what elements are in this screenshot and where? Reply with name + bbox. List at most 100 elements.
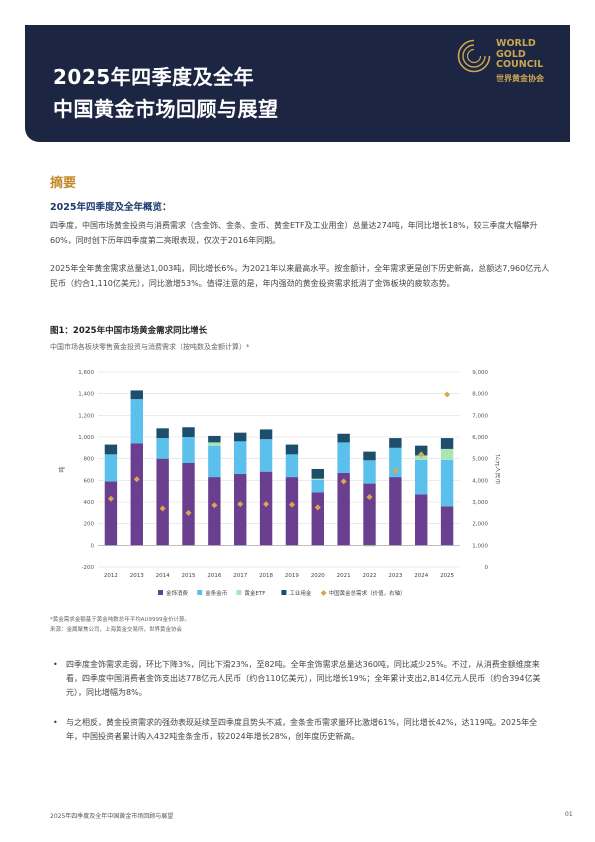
bar-segment [415,494,428,546]
legend-marker [320,590,327,596]
y2-tick-label: 0 [485,565,489,571]
bar-segment [440,506,454,546]
y-tick-label: 600 [84,478,95,484]
bar-segment [285,477,299,546]
bar-segment [182,437,195,463]
figure-source: 来源：金属聚焦公司，上海黄金交易所，世界黄金协会 [50,627,183,633]
bar-segment [259,471,273,546]
bullet-dot-icon: • [53,718,58,727]
bar-segment [259,439,273,472]
bar-segment [440,438,454,449]
value-marker [263,501,270,508]
y-tick-label: 1,200 [78,413,94,419]
y2-tick-label: 9,000 [472,370,488,376]
wgc-logo-text: WORLD GOLD COUNCIL [496,38,544,70]
bar-segment [104,481,118,546]
bar-segment [130,443,143,546]
bar-segment [337,472,350,546]
report-title-line1: 2025年四季度及全年 [53,65,255,89]
value-marker [159,505,166,512]
bar-segment [311,492,324,546]
bar-segment [311,479,324,493]
bar-segment [208,435,221,443]
figure-subtitle: 中国市场各板块零售黄金投资与消费需求（按吨数及金额计算）* [50,343,250,351]
x-tick-label: 2022 [363,573,377,579]
bar-segment [440,448,454,460]
x-tick-label: 2017 [233,573,247,579]
x-tick-label: 2025 [440,573,454,579]
x-tick-label: 2013 [130,573,144,579]
bar-segment [156,438,169,459]
bar-segment [415,445,428,456]
x-tick-label: 2014 [156,573,170,579]
bar-segment [389,447,402,478]
bullet-dot-icon: • [53,660,58,669]
bar-segment [285,444,299,455]
figure-footnote: *黄金需求金额基于黄金吨数总年平均AU9999金价计算。 [50,617,191,623]
y-axis-label: 吨 [58,466,66,472]
bar-segment [182,427,195,437]
bar-segment [389,438,402,448]
value-marker [133,476,140,483]
y2-axis-label: 亿元人民币 [494,454,500,484]
value-marker [444,391,451,398]
x-tick-label: 2016 [207,573,221,579]
value-marker [366,494,373,501]
y2-tick-label: 4,000 [472,478,488,484]
bar-segment [182,463,195,546]
bar-segment [415,459,428,495]
bar-segment [337,433,350,443]
bar-segment [363,545,376,547]
value-marker [418,451,425,458]
bullet-item-jewellery: • 四季度金饰需求走弱，环比下降3%，同比下滑23%，至82吨。全年金饰需求总量… [53,660,541,697]
y2-tick-label: 7,000 [472,413,488,419]
legend-label: 工业用金 [289,589,312,597]
bar-segment [311,478,324,480]
value-marker [237,501,244,508]
bar-segment [104,444,118,455]
bar-segment [337,442,350,473]
section-title: 摘要 [50,176,77,191]
bar-segment [415,455,428,460]
legend-swatch [236,590,242,595]
y-tick-label: 1,600 [78,370,94,376]
demand-chart: -200 0 0 1,000 200 2,000 400 3,000 600 4,000 800 5,… [58,370,500,597]
y-tick-label: 800 [84,457,95,463]
bar-segment [311,468,324,479]
bar-segment [363,460,376,484]
y-tick-label: -200 [82,565,95,571]
y-tick-label: 0 [91,543,95,549]
value-marker [185,509,192,516]
bar-segment [208,445,221,478]
bar-segment [130,399,143,444]
figure-title: 图1：2025年中国市场黄金需求同比增长 [50,326,208,336]
y2-tick-label: 3,000 [472,500,488,506]
y2-tick-label: 1,000 [472,543,488,549]
x-tick-label: 2019 [285,573,299,579]
y2-tick-label: 2,000 [472,522,488,528]
value-marker [314,504,321,511]
y2-tick-label: 8,000 [472,392,488,398]
bar-segment [259,429,273,440]
y-tick-label: 400 [84,500,95,506]
bar-segment [363,483,376,546]
paragraph-full-year: 2025年全年黄金需求总量达1,003吨，同比增长6%，为2021年以来最高水平… [50,264,550,288]
report-title-line2: 中国黄金市场回顾与展望 [53,97,279,121]
bar-segment [440,459,454,507]
bar-segment [104,454,118,482]
bar-segment [234,432,247,442]
x-tick-label: 2021 [337,573,351,579]
section-subtitle: 2025年四季度及全年概览： [50,202,172,213]
x-tick-label: 2012 [104,573,118,579]
x-tick-label: 2015 [182,573,196,579]
legend-label: 金饰消费 [166,589,189,597]
value-marker [211,502,218,509]
legend-swatch [158,590,163,595]
bar-segment [285,454,299,478]
bar-segment [156,458,169,546]
legend-label: 黄金ETF [244,589,265,597]
y2-tick-label: 6,000 [472,435,488,441]
x-tick-label: 2018 [259,573,273,579]
header-banner: 2025年四季度及全年 中国黄金市场回顾与展望 WORLD GOLD COUNC… [25,25,570,142]
wgc-logo-cn: 世界黄金协会 [496,74,544,83]
